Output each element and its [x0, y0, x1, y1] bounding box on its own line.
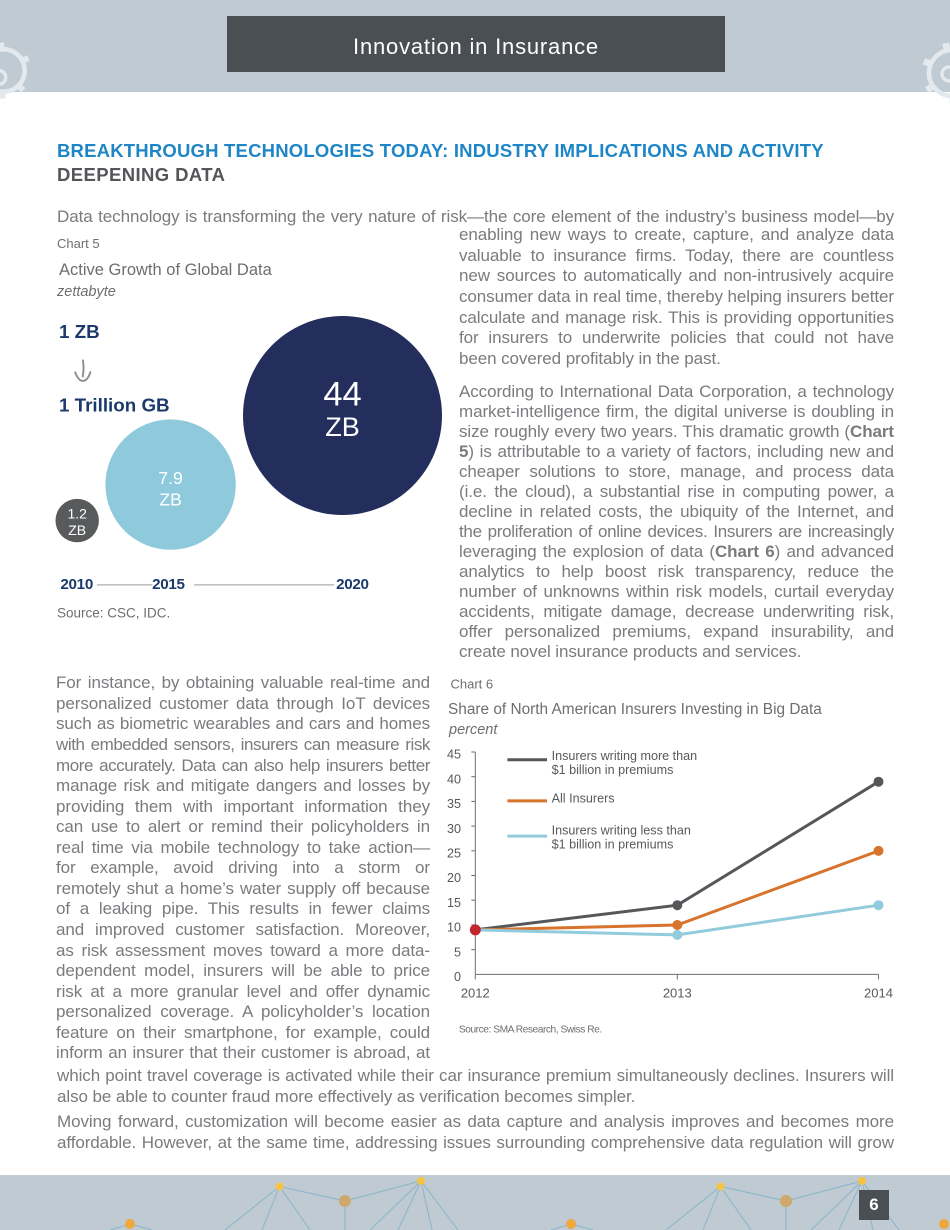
svg-text:1.2: 1.2: [67, 506, 87, 522]
svg-text:percent: percent: [448, 722, 498, 738]
svg-text:$1 billion in premiums: $1 billion in premiums: [552, 837, 674, 851]
svg-text:ZB: ZB: [68, 522, 86, 538]
svg-text:2013: 2013: [663, 986, 692, 1001]
svg-text:Chart 5: Chart 5: [57, 236, 100, 251]
svg-text:40: 40: [447, 772, 461, 786]
svg-text:All Insurers: All Insurers: [552, 792, 615, 806]
svg-text:15: 15: [447, 896, 461, 910]
svg-text:Insurers writing less than: Insurers writing less than: [552, 824, 691, 838]
svg-text:2020: 2020: [336, 576, 369, 593]
svg-text:5: 5: [454, 945, 461, 959]
svg-text:Insurers writing more than: Insurers writing more than: [552, 749, 698, 763]
svg-text:ZB: ZB: [325, 412, 360, 442]
svg-text:30: 30: [447, 822, 461, 836]
svg-text:20: 20: [447, 871, 461, 885]
svg-text:Share of North American Insure: Share of North American Insurers Investi…: [448, 701, 822, 718]
svg-text:44: 44: [323, 376, 361, 414]
svg-text:1 Trillion GB: 1 Trillion GB: [59, 394, 170, 415]
svg-text:2014: 2014: [864, 986, 893, 1001]
svg-text:7.9: 7.9: [158, 468, 182, 488]
svg-text:25: 25: [447, 847, 461, 861]
svg-text:$1 billion in premiums: $1 billion in premiums: [552, 763, 674, 777]
svg-text:2010: 2010: [60, 576, 93, 593]
svg-text:Active Growth of Global Data: Active Growth of Global Data: [59, 261, 273, 279]
svg-text:Source: CSC, IDC.: Source: CSC, IDC.: [57, 606, 170, 621]
svg-text:0: 0: [454, 970, 461, 984]
svg-text:ZB: ZB: [159, 490, 181, 510]
svg-text:Source: SMA Research, Swiss Re: Source: SMA Research, Swiss Re.: [459, 1024, 602, 1035]
svg-text:35: 35: [447, 797, 461, 811]
svg-text:2015: 2015: [152, 576, 185, 593]
svg-text:1 ZB: 1 ZB: [59, 321, 100, 342]
svg-text:2012: 2012: [461, 986, 490, 1001]
svg-text:10: 10: [447, 921, 461, 935]
svg-text:45: 45: [447, 748, 461, 762]
svg-text:zettabyte: zettabyte: [56, 284, 116, 300]
svg-text:Chart 6: Chart 6: [451, 677, 494, 692]
